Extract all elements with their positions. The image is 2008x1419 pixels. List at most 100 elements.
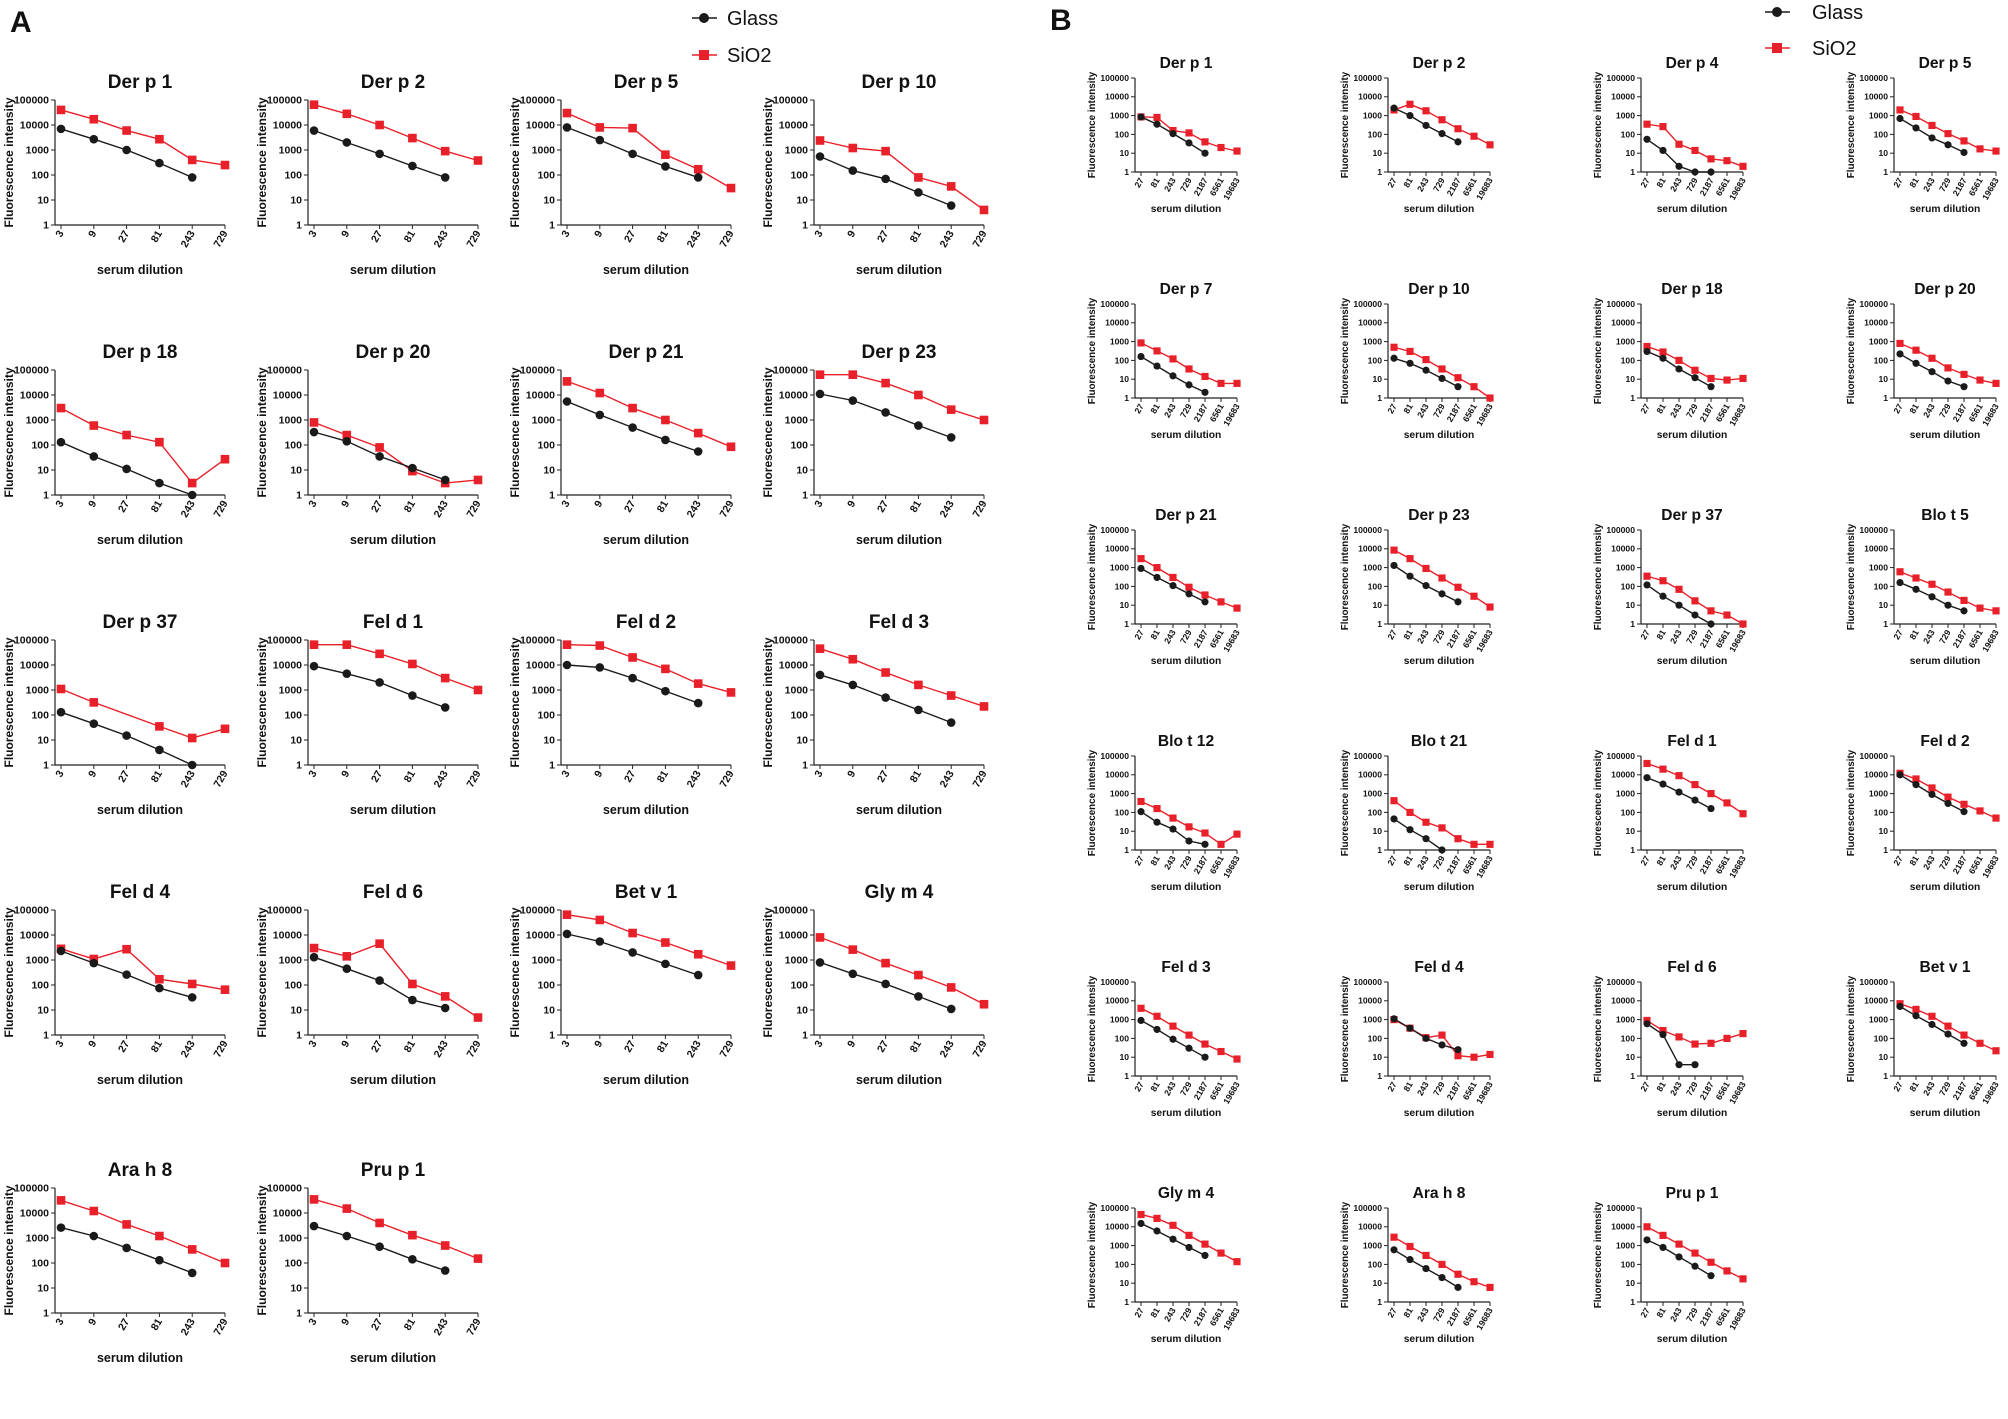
y-tick-label: 1 [1630, 167, 1635, 177]
glass-data-point [1201, 149, 1209, 157]
y-tick-label: 100 [1115, 1033, 1130, 1043]
sio2-data-point [220, 160, 230, 170]
x-tick-label: 27 [1638, 402, 1652, 415]
glass-data-point [628, 423, 637, 432]
glass-data-point [1185, 381, 1193, 389]
x-tick-label: 243 [938, 768, 957, 789]
y-tick-label: 1 [1124, 167, 1129, 177]
glass-data-point [1691, 1061, 1699, 1069]
x-tick-label: 81 [402, 1316, 418, 1332]
subplot-title: Gly m 4 [1158, 1185, 1215, 1202]
y-axis-label: Fluorescence intensity [2, 97, 16, 227]
sio2-series-line [60, 407, 226, 485]
glass-data-point [1896, 350, 1904, 358]
glass-data-point [1201, 1251, 1209, 1260]
sio2-data-point [1928, 580, 1936, 588]
x-tick-label: 243 [1415, 628, 1431, 646]
y-tick-label: 1 [1124, 845, 1129, 855]
y-tick-label: 1 [1630, 1297, 1635, 1307]
sio2-data-point [56, 105, 66, 115]
glass-data-point [1438, 130, 1446, 138]
sio2-data-point [848, 370, 858, 379]
glass-data-point [1201, 598, 1209, 606]
x-tick-label: 243 [1668, 402, 1684, 420]
y-tick-label: 1 [43, 1030, 49, 1042]
glass-data-point [1153, 362, 1161, 370]
y-tick-label: 100 [284, 980, 302, 992]
sio2-data-point [1438, 1031, 1446, 1039]
glass-data-point [1438, 374, 1446, 383]
x-tick-label: 19683 [1727, 854, 1748, 880]
sio2-data-point [848, 654, 858, 664]
y-tick-label: 10 [543, 195, 555, 207]
y-tick-label: 1 [1377, 393, 1382, 403]
y-axis-label: Fluorescence intensity [1593, 71, 1604, 178]
y-tick-label: 100 [1115, 807, 1130, 817]
x-tick-label: 3 [53, 1316, 66, 1327]
x-tick-label: 729 [717, 768, 736, 789]
subplot-title: Der p 10 [862, 72, 937, 93]
sio2-data-point [726, 183, 736, 193]
sio2-data-point [375, 939, 384, 948]
glass-data-point [1691, 796, 1699, 804]
y-axis-label: Fluorescence intensity [1340, 749, 1351, 856]
x-tick-label: 81 [1401, 1306, 1415, 1319]
glass-data-point [309, 661, 319, 671]
sio2-data-point [1422, 1251, 1430, 1260]
sio2-data-point [1960, 800, 1968, 808]
glass-data-point [1707, 804, 1715, 813]
sio2-data-point [342, 430, 352, 440]
sio2-data-point [1169, 355, 1177, 363]
glass-data-point [1912, 359, 1920, 367]
sio2-series-line [566, 914, 732, 967]
sio2-data-point [1691, 1040, 1699, 1048]
x-tick-label: 19683 [1474, 1306, 1495, 1332]
x-tick-label: 243 [432, 1316, 451, 1337]
y-tick-label: 10 [543, 735, 555, 747]
y-tick-label: 100 [537, 710, 555, 722]
x-tick-label: 729 [211, 1038, 230, 1059]
sio2-data-point [693, 164, 703, 174]
x-tick-label: 243 [1415, 1080, 1431, 1098]
y-tick-label: 10 [1625, 600, 1635, 610]
sio2-data-point [122, 1220, 131, 1229]
sio2-data-point [1486, 1283, 1494, 1291]
x-tick-label: 27 [1132, 628, 1146, 641]
sio2-data-point [56, 403, 66, 413]
glass-data-point [914, 992, 923, 1001]
y-tick-label: 1000 [1110, 1014, 1129, 1024]
legend-glass-marker [699, 13, 709, 23]
sio2-data-point [1643, 342, 1651, 351]
glass-data-point [881, 408, 890, 417]
glass-data-point [1643, 1020, 1651, 1028]
sio2-series-line [313, 104, 479, 162]
glass-data-point [1169, 582, 1177, 590]
x-axis-label: serum dilution [1657, 204, 1728, 215]
y-tick-label: 10000 [20, 120, 49, 132]
glass-data-point [187, 993, 197, 1002]
x-tick-label: 2187 [1445, 628, 1463, 650]
glass-data-point [1944, 141, 1952, 149]
y-tick-label: 10000 [526, 120, 555, 132]
glass-data-point [408, 1255, 417, 1264]
glass-data-point [1137, 808, 1145, 816]
glass-data-point [1406, 359, 1414, 367]
sio2-data-point [1390, 546, 1398, 554]
x-tick-label: 19683 [1474, 628, 1495, 654]
x-tick-label: 729 [211, 498, 230, 519]
glass-data-point [56, 437, 66, 447]
subplot-title: Blo t 21 [1411, 733, 1468, 750]
sio2-series-line [313, 1198, 479, 1260]
x-tick-label: 81 [1401, 1080, 1415, 1093]
glass-data-point [1406, 572, 1414, 580]
y-axis-label: Fluorescence intensity [1087, 71, 1098, 178]
y-tick-label: 100000 [1353, 751, 1382, 761]
sio2-data-point [1659, 577, 1667, 585]
subplot-der-p-21: Der p 21 1 10 100 1000 10000 100000 3 9 27 81 243 72… [508, 342, 737, 547]
subplot-der-p-23: Der p 23 1 10 100 1000 10000 100000 3 9 27 81 243 72… [761, 342, 990, 547]
y-tick-label: 100000 [14, 365, 49, 377]
y-tick-label: 100000 [14, 905, 49, 917]
sio2-data-point [309, 418, 319, 427]
x-tick-label: 27 [369, 768, 385, 784]
